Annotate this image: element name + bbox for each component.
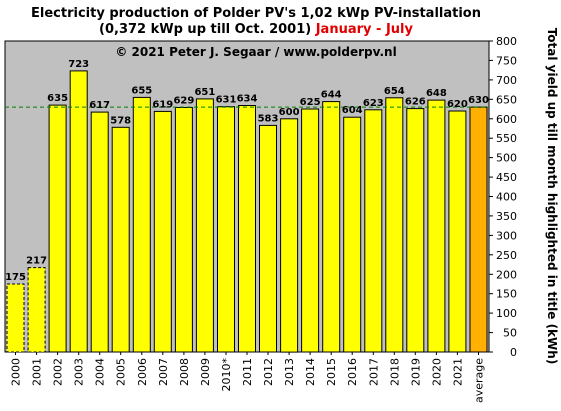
y-tick-label: 650 — [496, 93, 517, 106]
bar-2007 — [153, 110, 172, 353]
y-tick-label: 250 — [496, 249, 517, 262]
x-tick-label: average — [473, 358, 486, 403]
y-tick-label: 800 — [496, 35, 517, 48]
value-label-2021: 620 — [447, 99, 468, 110]
y-axis: 0 50 100 150 200 250 300 350 400 450 500 550 600 650 7… — [489, 35, 517, 359]
y-axis-label: Total yield up till month highlighted in… — [545, 28, 559, 365]
y-tick-label: 100 — [496, 307, 517, 320]
x-tick-label: 2021 — [451, 358, 464, 386]
value-label-2019: 626 — [405, 97, 426, 108]
value-label-2006: 655 — [131, 85, 152, 96]
copyright-watermark: © 2021 Peter J. Segaar / www.polderpv.nl — [115, 45, 396, 59]
x-tick-label: 2014 — [304, 358, 317, 386]
value-label-2014: 625 — [300, 97, 321, 108]
y-tick-label: 150 — [496, 288, 517, 301]
bar-average — [469, 106, 488, 353]
bar-2018 — [385, 97, 404, 353]
chart-subtitle-highlight: January - July — [315, 22, 414, 37]
value-label-2004: 617 — [89, 100, 110, 111]
bar-2009 — [195, 98, 214, 353]
y-tick-label: 750 — [496, 54, 517, 67]
value-label-2012: 583 — [258, 113, 279, 124]
bar-2012 — [259, 124, 277, 353]
bar-2016 — [343, 116, 362, 353]
y-tick-label: 350 — [496, 210, 517, 223]
y-tick-label: 550 — [496, 132, 517, 145]
x-tick-label: 2012 — [262, 358, 275, 386]
x-axis: 2000 2001 2002 2003 2004 2005 2006 2007 2008 2009… — [10, 352, 486, 403]
x-tick-label: 2006 — [136, 358, 149, 386]
x-tick-label: 2009 — [199, 358, 212, 386]
bar-2001 — [27, 267, 46, 353]
value-label-2009: 651 — [194, 87, 215, 98]
x-tick-label: 2020 — [430, 358, 443, 386]
y-tick-label: 600 — [496, 113, 517, 126]
x-tick-label: 2005 — [115, 358, 128, 386]
bar-2004 — [90, 111, 109, 353]
value-label-2001: 217 — [26, 256, 47, 267]
y-tick-label: 500 — [496, 152, 517, 165]
x-tick-label: 2010* — [220, 358, 233, 392]
x-tick-label: 2008 — [178, 358, 191, 386]
value-label-2017: 623 — [363, 98, 384, 109]
bar-2006 — [132, 96, 151, 353]
bar-2021 — [448, 110, 467, 353]
value-label-2018: 654 — [384, 86, 405, 97]
chart-title: Electricity production of Polder PV's 1,… — [31, 6, 481, 21]
x-tick-label: 2016 — [346, 358, 359, 386]
y-tick-label: 400 — [496, 191, 517, 204]
x-tick-label: 2018 — [388, 358, 401, 386]
chart-subtitle: (0,372 kWp up till Oct. 2001) January - … — [99, 22, 413, 37]
x-tick-label: 2003 — [73, 358, 86, 386]
y-tick-label: 300 — [496, 229, 517, 242]
bar-2013 — [280, 118, 299, 353]
x-tick-label: 2004 — [94, 358, 107, 386]
value-label-2013: 600 — [279, 107, 300, 118]
bar-2015 — [322, 101, 341, 353]
bar-2005 — [111, 126, 130, 353]
value-label-2005: 578 — [110, 115, 131, 126]
bars-group — [6, 70, 488, 353]
x-tick-label: 2011 — [241, 358, 254, 386]
bar-2017 — [364, 109, 383, 353]
bar-2014 — [301, 108, 320, 353]
value-label-2000: 175 — [5, 272, 26, 283]
bar-2011 — [238, 105, 256, 353]
y-tick-label: 450 — [496, 171, 517, 184]
bar-2008 — [174, 107, 193, 353]
value-label-2010*: 631 — [216, 95, 237, 106]
bar-2000 — [6, 283, 25, 353]
x-tick-label: 2015 — [325, 358, 338, 386]
x-tick-label: 2013 — [283, 358, 296, 386]
x-tick-label: 2007 — [157, 358, 170, 386]
y-tick-label: 0 — [510, 346, 517, 359]
chart-subtitle-main: (0,372 kWp up till Oct. 2001) — [99, 22, 316, 37]
bar-2019 — [406, 108, 425, 353]
value-label-2007: 619 — [152, 99, 173, 110]
value-label-2020: 648 — [426, 88, 447, 99]
x-tick-label: 2019 — [409, 358, 422, 386]
y-tick-label: 200 — [496, 268, 517, 281]
x-tick-label: 2000 — [10, 358, 23, 386]
value-label-2008: 629 — [173, 96, 194, 107]
bar-2010* — [217, 106, 235, 353]
value-label-average: 630 — [468, 95, 489, 106]
value-label-2016: 604 — [342, 105, 363, 116]
x-tick-label: 2001 — [31, 358, 44, 386]
x-tick-label: 2002 — [52, 358, 65, 386]
value-label-2015: 644 — [321, 90, 342, 101]
y-tick-label: 50 — [503, 327, 517, 340]
y-tick-label: 700 — [496, 74, 517, 87]
value-label-2011: 634 — [237, 94, 258, 105]
value-label-2003: 723 — [68, 59, 89, 70]
value-label-2002: 635 — [47, 93, 68, 104]
x-tick-label: 2017 — [367, 358, 380, 386]
bar-2020 — [427, 99, 446, 353]
bar-2002 — [48, 104, 67, 353]
bar-2003 — [69, 70, 88, 353]
